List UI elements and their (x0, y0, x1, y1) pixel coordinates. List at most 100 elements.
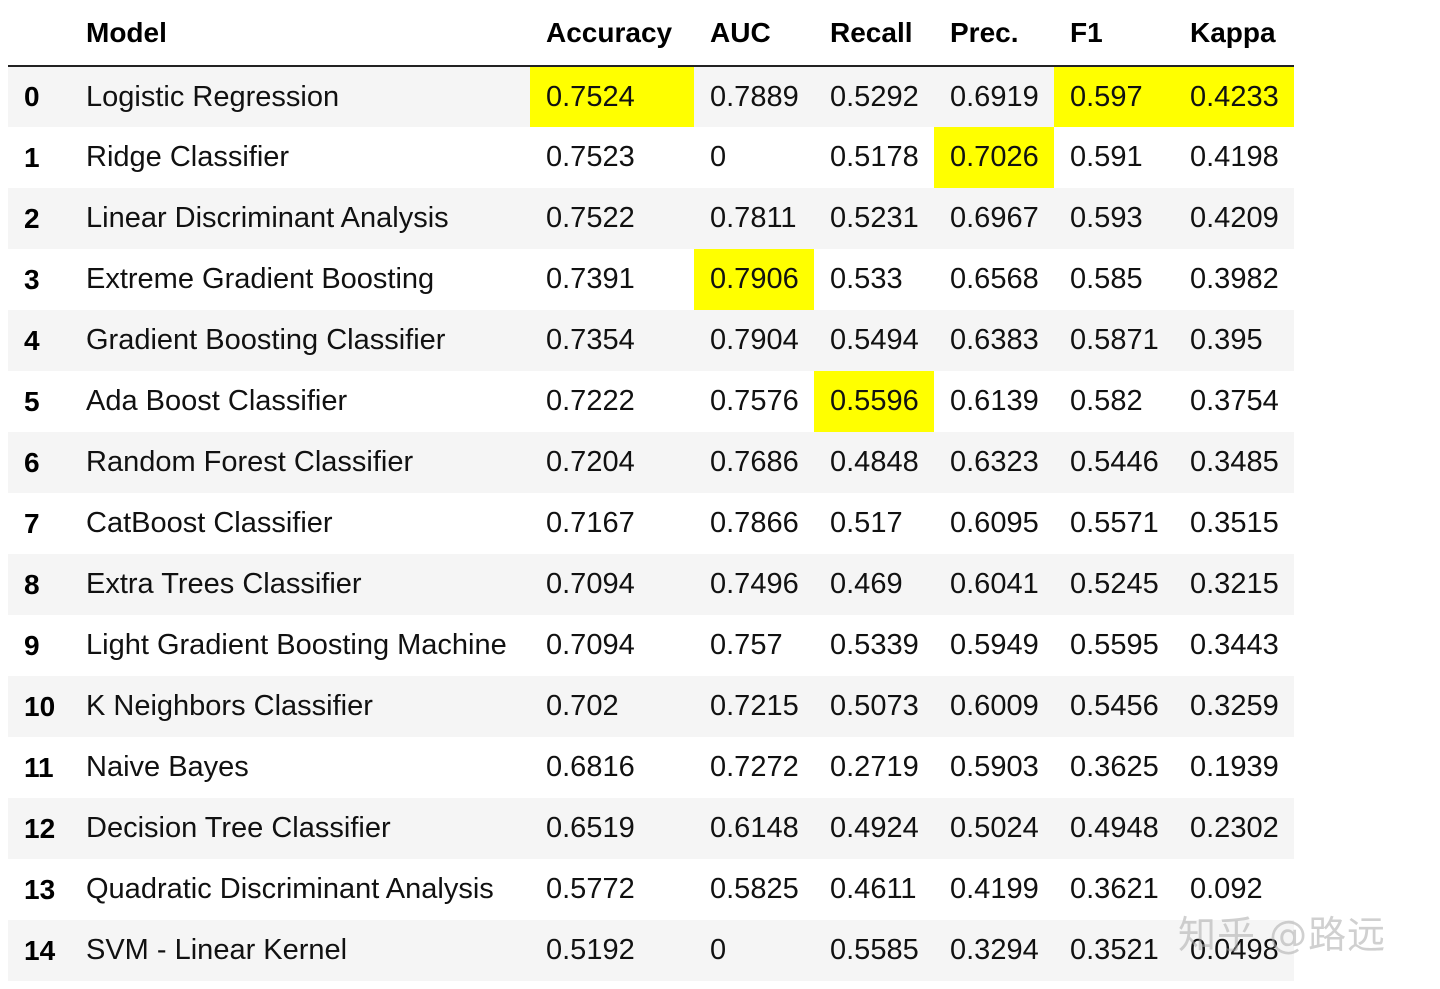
model-name-cell: Linear Discriminant Analysis (86, 202, 449, 234)
row-index: 0 (24, 81, 40, 112)
table-row: 7 CatBoost Classifier 0.7167 0.7866 0.517 0.6… (8, 493, 1294, 554)
row-index: 7 (24, 507, 40, 539)
kappa-cell: 0.4209 (1190, 202, 1279, 234)
table-row: 3 Extreme Gradient Boosting 0.7391 0.7906 0.… (8, 249, 1294, 310)
recall-cell: 0.5178 (830, 141, 919, 173)
accuracy-cell: 0.6519 (546, 812, 635, 844)
f1-cell: 0.3521 (1070, 934, 1159, 966)
f1-cell: 0.5595 (1070, 629, 1159, 661)
precision-cell-highlighted: 0.7026 (934, 127, 1054, 188)
row-index: 6 (24, 446, 40, 478)
table-row: 12 Decision Tree Classifier 0.6519 0.6148 0.… (8, 798, 1294, 859)
precision-cell: 0.5903 (950, 751, 1039, 783)
accuracy-cell: 0.7204 (546, 446, 635, 478)
kappa-cell: 0.3982 (1190, 263, 1279, 295)
f1-cell: 0.3621 (1070, 873, 1159, 905)
row-index: 4 (24, 324, 40, 356)
auc-cell: 0 (710, 141, 727, 173)
auc-cell: 0.5825 (710, 873, 799, 905)
accuracy-cell: 0.5772 (546, 873, 635, 905)
precision-cell: 0.5024 (950, 812, 1039, 844)
header-model: Model (78, 0, 530, 67)
precision-cell: 0.6095 (950, 507, 1039, 539)
kappa-cell-highlighted: 0.4233 (1174, 66, 1294, 127)
table-row: 6 Random Forest Classifier 0.7204 0.7686 0.4… (8, 432, 1294, 493)
row-index: 13 (24, 873, 56, 905)
precision-cell: 0.6041 (950, 568, 1039, 600)
model-name-cell: Decision Tree Classifier (86, 812, 391, 844)
table-row: 1 Ridge Classifier 0.7523 0 0.5178 0.7026 0.59… (8, 127, 1294, 188)
kappa-cell: 0.395 (1190, 324, 1263, 356)
model-name-cell: Gradient Boosting Classifier (86, 324, 446, 356)
table-row: 5 Ada Boost Classifier 0.7222 0.7576 0.5596 0… (8, 371, 1294, 432)
kappa-cell: 0.1939 (1190, 751, 1279, 783)
kappa-cell: 0.092 (1190, 873, 1263, 905)
model-name-cell: K Neighbors Classifier (86, 690, 373, 722)
kappa-cell: 0.3443 (1190, 629, 1279, 661)
row-index: 2 (24, 202, 40, 234)
precision-cell: 0.6139 (950, 385, 1039, 417)
model-name-cell: SVM - Linear Kernel (86, 934, 348, 966)
model-name-cell: Logistic Regression (86, 80, 340, 113)
table-row: 11 Naive Bayes 0.6816 0.7272 0.2719 0.5903 0.3… (8, 737, 1294, 798)
header-auc: AUC (694, 0, 814, 67)
kappa-cell: 0.3259 (1190, 690, 1279, 722)
f1-cell: 0.593 (1070, 202, 1143, 234)
model-name-cell: Naive Bayes (86, 751, 249, 783)
accuracy-cell: 0.7354 (546, 324, 635, 356)
auc-cell: 0.7904 (710, 324, 799, 356)
precision-cell: 0.6323 (950, 446, 1039, 478)
f1-cell: 0.5245 (1070, 568, 1159, 600)
precision-cell: 0.4199 (950, 873, 1039, 905)
auc-cell: 0.6148 (710, 812, 799, 844)
table-row: 0 Logistic Regression 0.7524 0.7889 0.5292 0.… (8, 66, 1294, 127)
model-name-cell: Ada Boost Classifier (86, 385, 348, 417)
auc-cell: 0.757 (710, 629, 783, 661)
auc-cell: 0.7866 (710, 507, 799, 539)
f1-cell: 0.4948 (1070, 812, 1159, 844)
table-row: 2 Linear Discriminant Analysis 0.7522 0.781… (8, 188, 1294, 249)
auc-cell: 0.7686 (710, 446, 799, 478)
model-name-cell: Extreme Gradient Boosting (86, 263, 435, 295)
recall-cell: 0.5073 (830, 690, 919, 722)
kappa-cell: 0.3485 (1190, 446, 1279, 478)
recall-cell-highlighted: 0.5596 (814, 371, 934, 432)
recall-cell: 0.5231 (830, 202, 919, 234)
accuracy-cell: 0.6816 (546, 751, 635, 783)
kappa-cell: 0.3515 (1190, 507, 1279, 539)
table-row: 9 Light Gradient Boosting Machine 0.7094 0.… (8, 615, 1294, 676)
precision-cell: 0.6009 (950, 690, 1039, 722)
f1-cell: 0.5871 (1070, 324, 1159, 356)
accuracy-cell-highlighted: 0.7524 (530, 66, 694, 127)
model-name-cell: Extra Trees Classifier (86, 568, 362, 600)
kappa-cell: 0.2302 (1190, 812, 1279, 844)
model-name-cell: Light Gradient Boosting Machine (86, 629, 507, 661)
recall-cell: 0.5339 (830, 629, 919, 661)
recall-cell: 0.517 (830, 507, 903, 539)
table-row: 8 Extra Trees Classifier 0.7094 0.7496 0.469… (8, 554, 1294, 615)
f1-cell-highlighted: 0.597 (1054, 66, 1174, 127)
auc-cell: 0 (710, 934, 727, 966)
f1-cell: 0.5571 (1070, 507, 1159, 539)
auc-cell: 0.7889 (710, 80, 799, 113)
precision-cell: 0.3294 (950, 934, 1039, 966)
row-index: 14 (24, 934, 56, 966)
auc-cell: 0.7215 (710, 690, 799, 722)
model-name-cell: Random Forest Classifier (86, 446, 414, 478)
header-row: Model Accuracy AUC Recall Prec. F1 Kappa (8, 0, 1294, 67)
row-index: 12 (24, 812, 56, 844)
header-precision: Prec. (934, 0, 1054, 67)
auc-cell: 0.7272 (710, 751, 799, 783)
kappa-cell: 0.3754 (1190, 385, 1279, 417)
accuracy-cell: 0.7222 (546, 385, 635, 417)
precision-cell: 0.6568 (950, 263, 1039, 295)
model-comparison-table: Model Accuracy AUC Recall Prec. F1 Kappa… (8, 0, 1294, 981)
table-row: 10 K Neighbors Classifier 0.702 0.7215 0.507… (8, 676, 1294, 737)
recall-cell: 0.5494 (830, 324, 919, 356)
f1-cell: 0.3625 (1070, 751, 1159, 783)
header-recall: Recall (814, 0, 934, 67)
model-name-cell: Quadratic Discriminant Analysis (86, 873, 494, 905)
row-index: 3 (24, 263, 40, 295)
recall-cell: 0.2719 (830, 751, 919, 783)
table-row: 4 Gradient Boosting Classifier 0.7354 0.790… (8, 310, 1294, 371)
